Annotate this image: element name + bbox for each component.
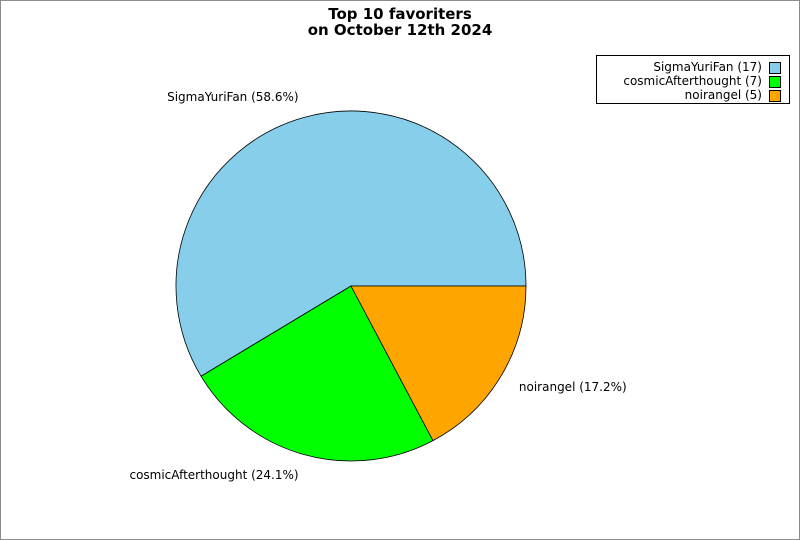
pie-label-sigmayurifan: SigmaYuriFan (58.6%) <box>167 90 299 104</box>
legend-item-sigmayurifan: SigmaYuriFan (17) <box>597 61 789 74</box>
pie-label-cosmicafterthought: cosmicAfterthought (24.1%) <box>129 468 298 482</box>
legend-swatch <box>769 76 781 88</box>
legend-label: cosmicAfterthought (7) <box>623 74 762 88</box>
pie-slice-sigmayurifan <box>175 110 527 377</box>
legend-label: noirangel (5) <box>684 88 762 102</box>
chart-title-line-2: on October 12th 2024 <box>307 21 493 39</box>
legend-swatch <box>769 90 781 102</box>
pie-label-noirangel: noirangel (17.2%) <box>519 380 627 394</box>
legend-swatch <box>769 62 781 74</box>
chart-title-line-1: Top 10 favoriters <box>328 5 472 23</box>
legend-item-cosmicafterthought: cosmicAfterthought (7) <box>597 75 789 88</box>
chart-title: Top 10 favoriters on October 12th 2024 <box>1 6 799 38</box>
legend-item-noirangel: noirangel (5) <box>597 89 789 102</box>
legend-label: SigmaYuriFan (17) <box>653 60 762 74</box>
pie-slice-cosmicafterthought <box>200 285 434 462</box>
legend: SigmaYuriFan (17) cosmicAfterthought (7)… <box>596 55 790 104</box>
pie-slice-noirangel <box>350 285 527 442</box>
